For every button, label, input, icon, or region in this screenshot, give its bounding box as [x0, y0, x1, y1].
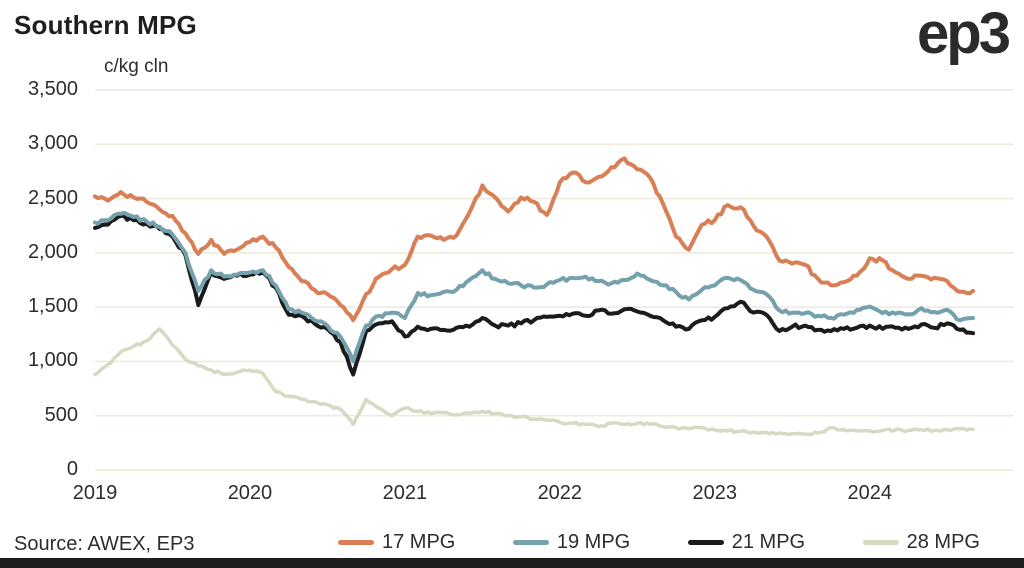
x-tick-label: 2019 — [72, 482, 118, 504]
legend-swatch — [338, 540, 374, 545]
legend-item-28-mpg: 28 MPG — [862, 531, 980, 554]
series-line-28-mpg — [93, 327, 975, 437]
y-tick-label: 2,000 — [27, 240, 78, 263]
y-axis-unit-label: c/kg cln — [104, 56, 169, 77]
source-note: Source: AWEX, EP3 — [14, 533, 195, 555]
x-tick-label: 2022 — [537, 482, 583, 504]
footer-bar — [0, 558, 1024, 568]
legend-swatch — [862, 540, 899, 545]
legend-label: 19 MPG — [556, 531, 631, 553]
y-tick-label: 3,000 — [27, 132, 78, 155]
y-tick-label: 500 — [44, 403, 78, 426]
legend-item-19-mpg: 19 MPG — [512, 531, 631, 554]
legend-item-21-mpg: 21 MPG — [687, 531, 806, 554]
y-tick-label: 0 — [66, 458, 78, 480]
y-tick-label: 2,500 — [27, 186, 78, 209]
legend: 17 MPG 19 MPG 21 MPG 28 MPG — [338, 531, 980, 554]
legend-label: 21 MPG — [731, 531, 806, 553]
x-tick-label: 2023 — [692, 482, 738, 504]
x-tick-label: 2021 — [382, 482, 428, 504]
y-tick-label: 1,000 — [27, 349, 78, 372]
legend-item-17-mpg: 17 MPG — [338, 531, 455, 554]
legend-swatch — [687, 540, 724, 545]
series-line-21-mpg — [93, 213, 975, 377]
legend-label: 28 MPG — [906, 531, 980, 553]
x-tick-label: 2024 — [847, 482, 892, 504]
series-line-17-mpg — [93, 156, 975, 323]
legend-swatch — [512, 540, 549, 545]
y-tick-label: 3,500 — [27, 78, 78, 100]
series-line-19-mpg — [93, 210, 975, 364]
ep3-logo: ep3 — [917, 1, 1011, 66]
x-tick-label: 2020 — [227, 482, 273, 504]
y-tick-label: 1,500 — [27, 295, 78, 318]
legend-label: 17 MPG — [382, 531, 456, 553]
chart-title: Southern MPG — [14, 10, 197, 40]
